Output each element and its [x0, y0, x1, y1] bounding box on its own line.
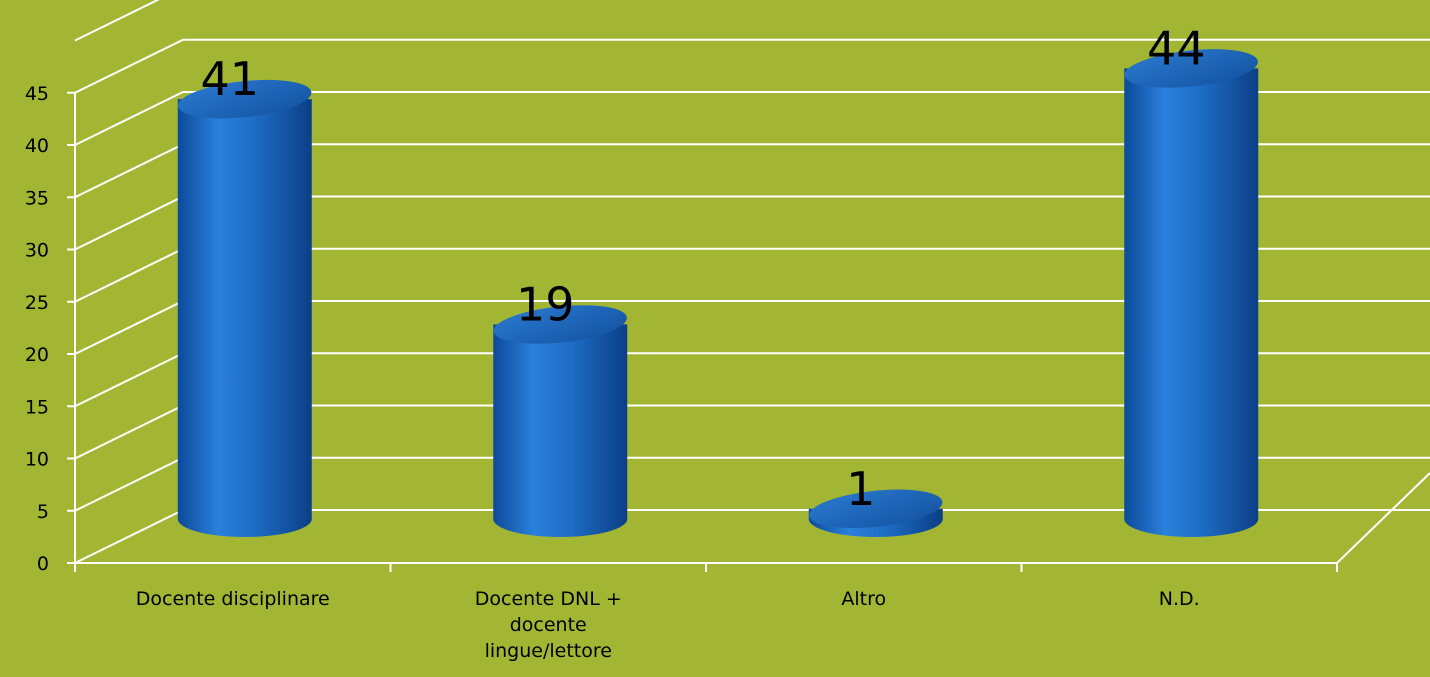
bars: [177, 49, 1259, 538]
data-label: 19: [516, 277, 575, 331]
x-tick-label: Docente disciplinare: [83, 586, 383, 612]
x-tick-label-line: Docente disciplinare: [135, 588, 330, 610]
bar-body: [1124, 68, 1259, 538]
y-tick-label: 35: [25, 187, 49, 209]
y-tick-label: 10: [25, 449, 49, 471]
x-tick-label: N.D.: [1029, 586, 1329, 612]
bar: [493, 305, 628, 537]
gridline: [74, 38, 1430, 94]
y-tick-label: 30: [25, 240, 49, 262]
x-tick-label-line: Altro: [841, 588, 887, 610]
bar-top: [1124, 49, 1258, 88]
x-tick-label-line: lingue/lettore: [484, 640, 612, 662]
x-tick-label: Docente DNL + docente lingue/lettore: [398, 586, 698, 664]
bar-body: [177, 99, 312, 537]
y-tick-label: 0: [37, 553, 49, 575]
y-tick-label: 5: [37, 501, 49, 523]
x-tick-label-line: Docente DNL +: [474, 588, 622, 610]
x-tick-label: Altro: [714, 586, 1014, 612]
axes: 0 5 10 15 20 25 30 35 40 45: [25, 83, 1430, 575]
data-labels: 41 19 1 44: [200, 21, 1205, 515]
bar: [177, 79, 312, 537]
y-tick-label: 15: [25, 396, 49, 418]
bar-top: [178, 79, 312, 119]
bar-top: [493, 305, 627, 344]
x-tick-label-line: N.D.: [1158, 588, 1200, 610]
y-tick-label: 25: [25, 292, 49, 314]
gridline: [74, 91, 1430, 146]
data-label: 1: [846, 462, 875, 516]
gridline: [74, 0, 160, 42]
y-tick-label: 45: [25, 83, 49, 105]
bar: [808, 489, 943, 537]
y-tick-label: 40: [25, 135, 49, 157]
bar-body: [493, 324, 628, 537]
x-tick-label-line: docente: [509, 614, 587, 636]
bar: [1124, 49, 1259, 538]
data-label: 41: [200, 52, 259, 106]
data-label: 44: [1147, 21, 1206, 75]
y-tick-label: 20: [25, 344, 49, 366]
bar-top: [809, 489, 943, 528]
